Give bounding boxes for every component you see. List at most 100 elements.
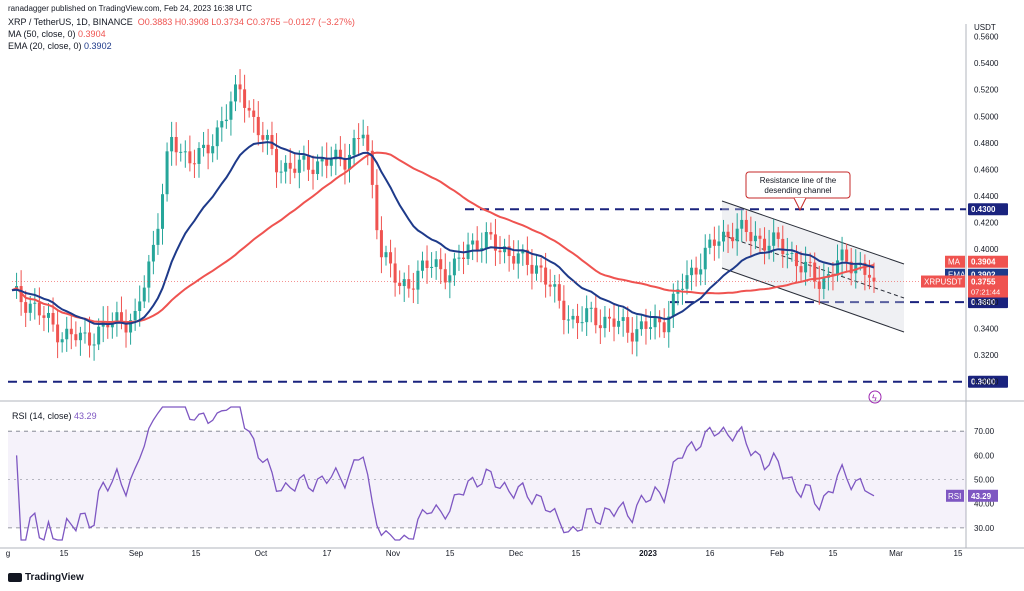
candle-body bbox=[644, 321, 648, 329]
candle-body bbox=[129, 320, 133, 333]
candle-body bbox=[525, 249, 529, 265]
candle-body bbox=[836, 260, 840, 276]
badge-value: 0.3902 bbox=[971, 271, 996, 280]
candle-body bbox=[571, 315, 575, 320]
legend-rsi[interactable]: RSI (14, close) 43.29 bbox=[12, 411, 97, 421]
candle-body bbox=[402, 279, 406, 287]
price-tick-label: 0.3400 bbox=[974, 325, 999, 334]
candle-body bbox=[758, 235, 762, 239]
level-badge-label: 0.4300 bbox=[971, 205, 996, 214]
candle-body bbox=[279, 171, 283, 173]
tradingview-icon bbox=[8, 572, 22, 582]
level-badge-label: 0.3000 bbox=[971, 378, 996, 387]
badge-tag bbox=[945, 255, 965, 268]
badge-value-box bbox=[968, 275, 1008, 298]
candle-body bbox=[612, 318, 616, 327]
candle-body bbox=[247, 107, 251, 111]
candle-body bbox=[548, 284, 552, 287]
channel-lower-line bbox=[721, 267, 905, 333]
candle-body bbox=[229, 101, 233, 120]
candle-body bbox=[202, 144, 206, 149]
price-tick-label: 0.5200 bbox=[974, 86, 999, 95]
rsi-value: 43.29 bbox=[74, 411, 97, 421]
candle-body bbox=[28, 303, 32, 313]
time-tick-label: 15 bbox=[572, 549, 581, 558]
candle-body bbox=[238, 84, 242, 90]
candle-body bbox=[60, 339, 64, 343]
candle-body bbox=[475, 240, 479, 251]
candle-body bbox=[124, 323, 128, 333]
candle-body bbox=[867, 274, 871, 278]
time-tick-label: 15 bbox=[829, 549, 838, 558]
price-tick-label: 0.5000 bbox=[974, 112, 999, 121]
candle-body bbox=[512, 256, 516, 264]
candle-body bbox=[822, 277, 826, 289]
candle-body bbox=[306, 155, 310, 170]
rsi-label: RSI (14, close) bbox=[12, 411, 72, 421]
candle-body bbox=[680, 288, 684, 290]
candle-body bbox=[56, 324, 60, 343]
candle-body bbox=[24, 302, 28, 313]
tradingview-logo[interactable]: TradingView bbox=[8, 572, 84, 583]
candle-body bbox=[685, 275, 689, 289]
price-tick-label: 0.5600 bbox=[974, 33, 999, 42]
candle-body bbox=[708, 239, 712, 248]
candle-body bbox=[389, 252, 393, 264]
candle-body bbox=[731, 237, 735, 242]
candle-body bbox=[65, 328, 69, 340]
candle-body bbox=[448, 275, 452, 283]
moving-averages bbox=[11, 141, 966, 326]
time-tick-label: Sep bbox=[129, 549, 144, 558]
badge-value: 0.3755 bbox=[971, 278, 996, 287]
rsi-tick-label: 50.00 bbox=[974, 476, 995, 485]
candle-body bbox=[316, 161, 320, 175]
candle-body bbox=[284, 162, 288, 172]
candle-body bbox=[179, 151, 183, 153]
ema20-line bbox=[11, 141, 875, 326]
candle-body bbox=[338, 149, 342, 160]
candle-body bbox=[790, 252, 794, 254]
descending-channel[interactable] bbox=[721, 200, 905, 333]
candle-body bbox=[197, 148, 201, 164]
candle-body bbox=[699, 269, 703, 275]
candle-body bbox=[439, 259, 443, 270]
candle-body bbox=[462, 257, 466, 259]
rsi-value-box bbox=[968, 489, 998, 502]
candle-body bbox=[840, 249, 844, 261]
channel-upper-line bbox=[721, 200, 905, 265]
channel-fill bbox=[722, 201, 904, 332]
candle-body bbox=[83, 332, 87, 334]
price-tick-label: 0.4000 bbox=[974, 245, 999, 254]
rsi-pane: 70.00 60.00 50.00 40.00 30.00 RSI 43.29 bbox=[8, 406, 998, 541]
candle-body bbox=[845, 249, 849, 262]
badge-value-box bbox=[968, 255, 1008, 268]
candle-body bbox=[293, 168, 297, 173]
candle-body bbox=[662, 322, 666, 333]
lightning-glyph: ϟ bbox=[872, 393, 877, 403]
ma-value: 0.3904 bbox=[78, 29, 106, 39]
candle-body bbox=[776, 232, 780, 239]
time-tick-label: 16 bbox=[706, 549, 715, 558]
candle-body bbox=[735, 228, 739, 242]
candle-body bbox=[566, 319, 570, 321]
rsi-tick-label: 70.00 bbox=[974, 427, 995, 436]
candle-body bbox=[215, 127, 219, 147]
logo-text: TradingView bbox=[25, 572, 84, 583]
candle-body bbox=[630, 332, 634, 342]
annotation-pointer bbox=[793, 197, 807, 212]
candle-body bbox=[507, 246, 511, 257]
candle-body bbox=[256, 116, 260, 136]
candle-body bbox=[74, 334, 78, 341]
candle-body bbox=[183, 151, 187, 153]
legend-ema[interactable]: EMA (20, close, 0) 0.3902 bbox=[8, 41, 112, 51]
level-badge-label: 0.3600 bbox=[971, 298, 996, 307]
legend-symbol: XRP / TetherUS, 1D, BINANCE O0.3883 H0.3… bbox=[8, 17, 355, 27]
candle-body bbox=[653, 316, 657, 328]
time-tick-label: Nov bbox=[386, 549, 400, 558]
lightning-icon bbox=[868, 390, 882, 404]
candle-body bbox=[598, 325, 602, 329]
rsi-line bbox=[15, 406, 875, 541]
legend-ma[interactable]: MA (50, close, 0) 0.3904 bbox=[8, 29, 106, 39]
